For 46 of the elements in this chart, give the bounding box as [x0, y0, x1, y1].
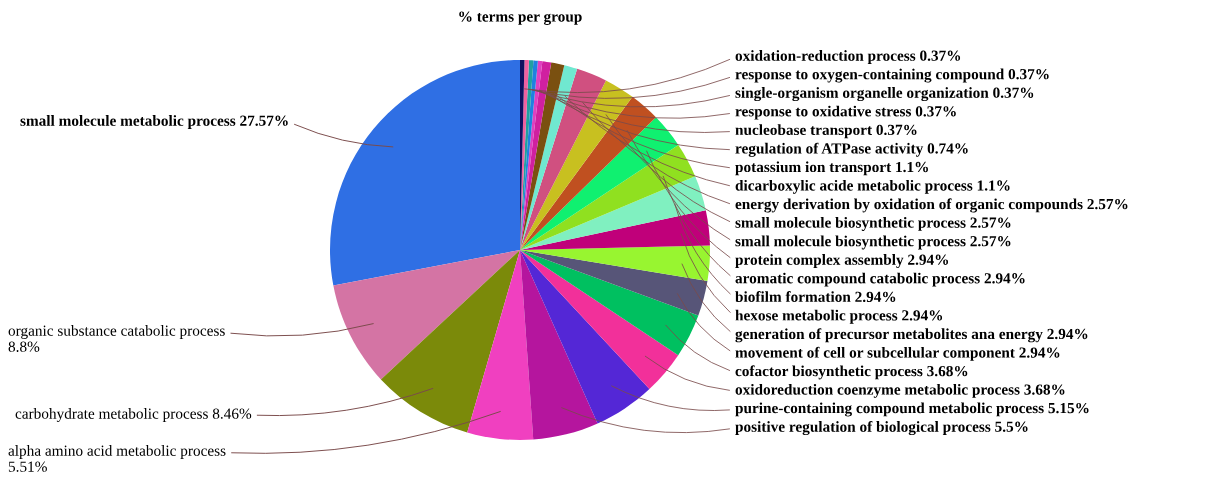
slice-label: aromatic compound catabolic process 2.94% [735, 272, 1025, 287]
slice-label: purine-containing compound metabolic process 5.15% [735, 402, 1089, 417]
pie-slice [520, 250, 699, 356]
data-label: 5.51% [8, 461, 47, 472]
pie-slice [520, 245, 710, 282]
pie-slice [520, 250, 708, 316]
data-label: 8.8% [8, 341, 40, 352]
slice-label: energy derivation by oxidation of organic compounds 2.57% [735, 198, 1128, 213]
slice-label: positive regulation of biological process 5.5% [735, 420, 1028, 436]
slice-label: biofilm formation 2.94% [735, 291, 896, 303]
slice-label: oxidation-reduction process 0.37% [735, 50, 961, 64]
slice-label: response to oxygen-containing compound 0.37% [735, 68, 1049, 83]
pie-slice [520, 250, 598, 440]
slice-label: dicarboxylic acide metabolic process 1.1% [735, 179, 1010, 194]
slice-label: carbohydrate metabolic process 8.46% [15, 408, 252, 422]
slice-label: response to oxidative stress 0.37% [735, 105, 956, 120]
slice-label: cofactor biosynthetic process 3.68% [735, 365, 968, 380]
slice-label: generation of precursor metabolites ana energy 2.94% [735, 328, 1088, 343]
pie-slice [520, 117, 679, 250]
pie-slice [520, 250, 679, 390]
slice-label: regulation of ATPase activity 0.74% [735, 142, 968, 157]
slice-label: small molecule biosynthetic process 2.57% [735, 235, 1011, 250]
pie-slice [520, 80, 633, 250]
pie-slice [520, 250, 650, 424]
slice-label: small molecule biosynthetic process 2.57% [735, 217, 1011, 231]
slice-label: oxidoreduction coenzyme metabolic process 3.68% [735, 383, 1065, 398]
pie-slice [520, 68, 606, 250]
pie-slice [467, 250, 534, 440]
chart-title: % terms per group [459, 11, 582, 25]
slice-label: small molecule metabolic process 27.57% [20, 115, 288, 129]
slice-label: potassium ion transport 1.1% [735, 161, 928, 176]
slice-label: nucleobase transport 0.37% [735, 124, 917, 139]
slice-label: protein complex assembly 2.94% [735, 254, 949, 268]
pie-slice [380, 250, 520, 433]
pie-slice [520, 176, 706, 250]
slice-label: hexose metabolic process 2.94% [735, 309, 943, 324]
pie-slice [520, 210, 710, 250]
slice-label: alpha amino acid metabolic process [8, 445, 226, 459]
slice-label: single-organism organelle organization 0.37% [735, 87, 1034, 102]
slice-label: movement of cell or subcellular component 2.94% [735, 346, 1060, 361]
pie-slice [520, 62, 565, 250]
pie-slice [520, 144, 696, 250]
pie-slice [520, 61, 552, 250]
pie-slice [333, 250, 520, 380]
slice-label: organic substance catabolic process [8, 325, 225, 339]
pie-slice [330, 60, 520, 286]
